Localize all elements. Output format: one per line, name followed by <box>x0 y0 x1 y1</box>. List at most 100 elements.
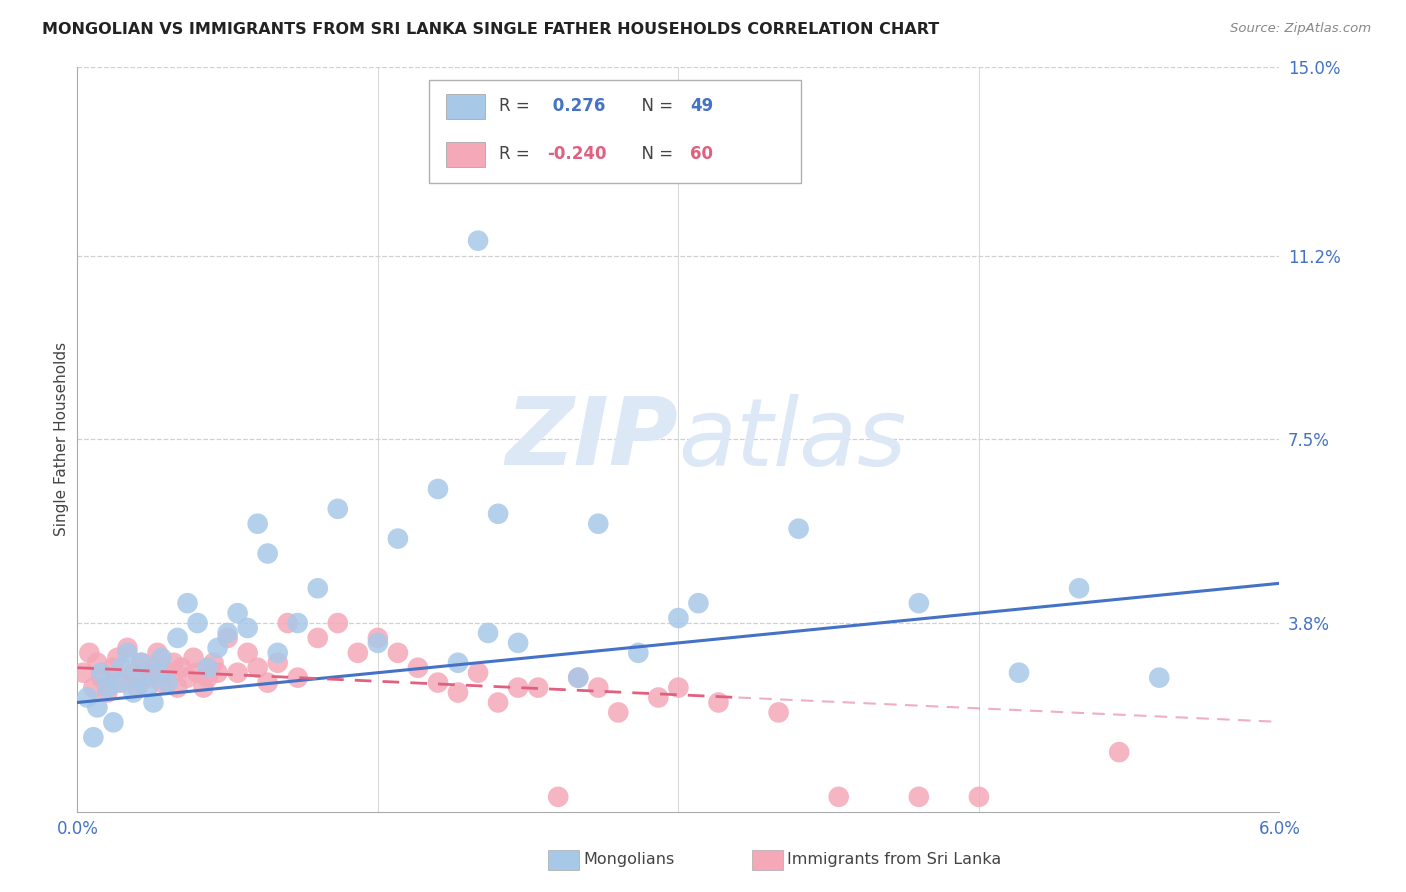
Point <box>150 675 173 690</box>
Point <box>246 661 269 675</box>
Point <box>707 696 730 710</box>
Point <box>156 665 179 680</box>
Point <box>367 631 389 645</box>
Text: Source: ZipAtlas.com: Source: ZipAtlas.com <box>1230 22 1371 36</box>
Point <box>647 690 669 705</box>
Point <box>136 671 159 685</box>
Point <box>307 582 329 596</box>
Point <box>326 501 349 516</box>
Text: Immigrants from Sri Lanka: Immigrants from Sri Lanka <box>787 853 1001 867</box>
Point <box>267 646 290 660</box>
Point <box>1108 745 1130 759</box>
Point <box>287 615 309 630</box>
Point <box>508 636 530 650</box>
Point <box>236 621 259 635</box>
Text: -0.240: -0.240 <box>547 145 606 163</box>
Point <box>86 700 108 714</box>
Point <box>427 675 450 690</box>
Point <box>567 671 589 685</box>
Point <box>96 685 118 699</box>
Point <box>107 650 129 665</box>
Point <box>347 646 370 660</box>
Point <box>226 606 249 620</box>
Point <box>277 615 299 630</box>
Point <box>668 681 690 695</box>
Point <box>967 789 990 804</box>
Point <box>127 671 149 685</box>
Text: N =: N = <box>631 97 679 115</box>
Point <box>1069 582 1091 596</box>
Point <box>107 675 129 690</box>
Point <box>122 685 145 699</box>
Text: ZIP: ZIP <box>506 393 679 485</box>
Point <box>156 675 179 690</box>
Point <box>217 626 239 640</box>
Text: MONGOLIAN VS IMMIGRANTS FROM SRI LANKA SINGLE FATHER HOUSEHOLDS CORRELATION CHAR: MONGOLIAN VS IMMIGRANTS FROM SRI LANKA S… <box>42 22 939 37</box>
Point <box>547 789 569 804</box>
Point <box>326 615 349 630</box>
Point <box>287 671 309 685</box>
Point <box>131 656 153 670</box>
Point <box>146 646 169 660</box>
Text: R =: R = <box>499 145 536 163</box>
Point <box>136 681 159 695</box>
Point <box>787 522 810 536</box>
Point <box>142 696 165 710</box>
Point <box>162 656 184 670</box>
Point <box>90 671 112 685</box>
Point <box>117 640 139 655</box>
Text: R =: R = <box>499 97 536 115</box>
Point <box>447 656 470 670</box>
Point <box>82 730 104 744</box>
Text: atlas: atlas <box>679 393 907 485</box>
Y-axis label: Single Father Households: Single Father Households <box>53 343 69 536</box>
Point <box>197 661 219 675</box>
Point <box>150 650 173 665</box>
Point <box>627 646 650 660</box>
Point <box>110 661 132 675</box>
Point <box>166 631 188 645</box>
Point <box>110 675 132 690</box>
Point <box>193 681 215 695</box>
Point <box>256 547 278 561</box>
Point <box>131 656 153 670</box>
Point <box>176 671 198 685</box>
Point <box>486 696 509 710</box>
Point <box>527 681 550 695</box>
Text: N =: N = <box>631 145 679 163</box>
Point <box>908 596 931 610</box>
Point <box>267 656 290 670</box>
Point <box>246 516 269 531</box>
Point <box>406 661 429 675</box>
Point <box>96 681 118 695</box>
Point <box>688 596 710 610</box>
Point <box>477 626 499 640</box>
Point <box>307 631 329 645</box>
Point <box>142 661 165 675</box>
Point <box>117 646 139 660</box>
Point <box>1008 665 1031 680</box>
Point <box>447 685 470 699</box>
Point <box>82 681 104 695</box>
Point <box>567 671 589 685</box>
Text: 60: 60 <box>690 145 713 163</box>
Point <box>217 631 239 645</box>
Point <box>236 646 259 660</box>
Point <box>186 615 209 630</box>
Point <box>103 715 125 730</box>
Point <box>1149 671 1171 685</box>
Point <box>387 532 409 546</box>
Point <box>122 665 145 680</box>
Point <box>86 656 108 670</box>
Point <box>588 516 610 531</box>
Point <box>90 665 112 680</box>
Point <box>367 636 389 650</box>
Point <box>768 706 790 720</box>
Point <box>166 681 188 695</box>
Point <box>607 706 630 720</box>
Point <box>467 665 489 680</box>
Point <box>186 665 209 680</box>
Point <box>828 789 851 804</box>
Point <box>486 507 509 521</box>
Point <box>256 675 278 690</box>
